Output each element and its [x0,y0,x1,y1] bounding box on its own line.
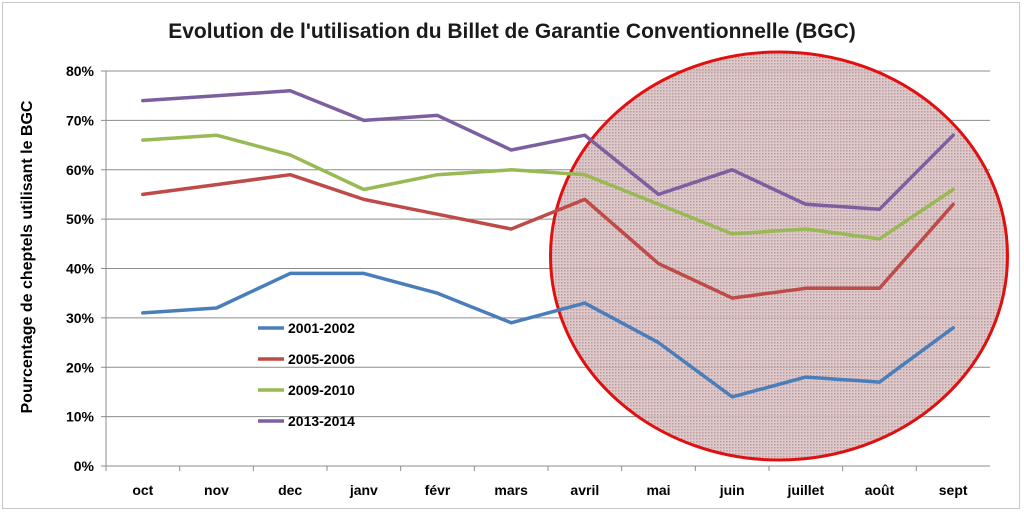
legend-label: 2009-2010 [288,382,355,398]
legend-label: 2005-2006 [288,351,355,367]
series-line-2005-2006 [141,172,955,300]
chart-title: Evolution de l'utilisation du Billet de … [168,20,856,43]
x-tick-label: avril [570,482,599,498]
x-tick-label: dec [278,482,302,498]
y-tick-labels: 0% 10% 20% 30% 40% 50% 60% 70% 80% [66,63,95,474]
y-tick-label: 50% [66,211,95,227]
y-tick-label: 30% [66,310,95,326]
series-lines [141,89,955,399]
x-tick-label: juin [719,482,745,498]
x-tick-label: août [865,482,895,498]
highlight-ellipse [549,50,1009,462]
x-tick-label: sept [939,482,968,498]
series-line-2001-2002 [141,271,955,399]
y-tick-label: 10% [66,409,95,425]
series-line-2013-2014 [141,89,955,212]
y-tick-label: 80% [66,63,95,79]
axes [105,71,990,471]
series-line-2009-2010 [141,133,955,241]
x-tick-label: févr [425,482,451,498]
y-tick-label: 60% [66,162,95,178]
y-axis-label: Pourcentage de cheptels utilisant le BGC [19,100,36,413]
annotation-layer [549,50,1009,462]
x-tick-label: janv [349,482,378,498]
x-tick-label: nov [204,482,229,498]
legend: 2001-2002 2005-2006 2009-2010 2013-2014 [258,320,355,429]
x-tick-label: mai [646,482,670,498]
legend-label: 2013-2014 [288,413,355,429]
x-tick-label: mars [494,482,528,498]
x-tick-label: oct [132,482,153,498]
y-tick-label: 20% [66,359,95,375]
x-tick-label: juillet [787,482,825,498]
x-tick-labels: oct nov dec janv févr mars avril mai juin juillet… [132,482,968,498]
y-tick-label: 0% [74,458,95,474]
y-tick-label: 70% [66,112,95,128]
legend-label: 2001-2002 [288,320,355,336]
y-tick-label: 40% [66,261,95,277]
